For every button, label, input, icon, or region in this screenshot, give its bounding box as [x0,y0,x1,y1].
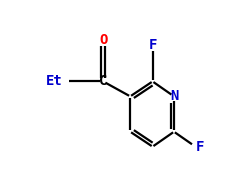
Text: O: O [99,33,107,47]
Text: N: N [169,89,177,103]
Text: F: F [148,38,156,52]
Text: Et: Et [45,74,62,88]
Text: C: C [99,74,107,88]
Text: F: F [195,140,203,154]
